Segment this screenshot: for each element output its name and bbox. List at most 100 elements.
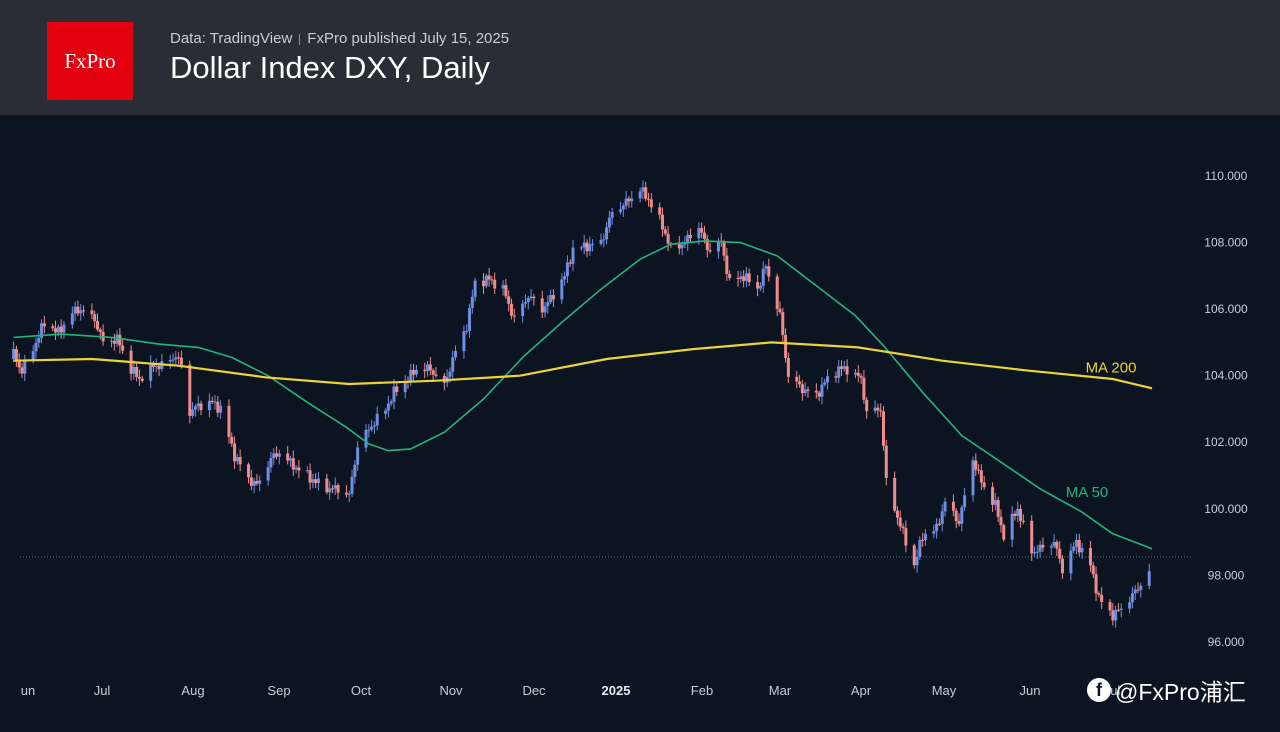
candle-up <box>943 501 947 512</box>
candle-up <box>347 493 351 495</box>
candle-down <box>188 364 192 416</box>
candle-down <box>93 314 97 321</box>
x-tick-label: Jul <box>94 683 111 698</box>
candle-down <box>677 243 681 249</box>
candle-up <box>739 276 743 280</box>
candle-up <box>1072 546 1076 551</box>
candle-up <box>79 310 83 314</box>
candle-up <box>384 410 388 414</box>
candle-up <box>258 480 262 484</box>
candle-down <box>957 521 961 524</box>
candle-down <box>722 241 726 256</box>
candle-down <box>1055 541 1059 549</box>
candle-down <box>661 214 665 230</box>
x-tick-label: Oct <box>351 683 372 698</box>
candle-up <box>758 285 762 289</box>
candle-up <box>364 429 368 448</box>
candle-up <box>23 361 27 374</box>
candle-up <box>353 464 357 477</box>
candle-up <box>579 247 583 249</box>
candle-down <box>487 275 491 280</box>
candle-down <box>82 310 86 312</box>
candle-up <box>372 425 376 427</box>
candle-down <box>814 390 818 393</box>
candle-down <box>649 199 653 208</box>
candle-down <box>509 303 513 316</box>
candle-up <box>1128 602 1132 609</box>
candle-up <box>109 340 113 342</box>
candle-down <box>879 410 883 412</box>
y-tick-label: 106.000 <box>1204 302 1248 316</box>
candle-down <box>904 528 908 546</box>
candle-up <box>426 364 430 372</box>
candle-down <box>14 348 18 361</box>
candle-up <box>605 227 609 240</box>
candle-up <box>940 511 944 525</box>
candle-down <box>227 405 231 437</box>
candle-up <box>1035 551 1039 553</box>
candle-up <box>803 389 807 394</box>
candle-down <box>344 492 348 495</box>
candle-up <box>1074 539 1078 547</box>
candle-up <box>386 403 390 411</box>
candle-up <box>70 313 74 325</box>
candle-up <box>12 348 16 360</box>
candle-down <box>42 323 46 327</box>
candle-up <box>132 366 136 374</box>
x-tick-label: Dec <box>522 683 546 698</box>
candle-up <box>918 539 922 557</box>
candle-down <box>59 326 63 333</box>
candle-down <box>504 285 508 297</box>
candle-down <box>412 370 416 375</box>
candle-up <box>389 401 393 404</box>
candle-down <box>862 377 866 400</box>
candle-up <box>62 324 66 333</box>
candle-up <box>37 337 41 343</box>
candle-down <box>893 478 897 511</box>
candle-up <box>1038 544 1042 552</box>
candle-down <box>76 306 80 314</box>
y-tick-label: 102.000 <box>1204 435 1248 449</box>
candle-up <box>294 467 298 470</box>
y-tick-label: 110.000 <box>1205 169 1248 183</box>
candle-down <box>974 460 978 470</box>
candle-down <box>895 510 899 518</box>
candle-up <box>473 280 477 297</box>
candle-down <box>428 364 432 371</box>
candle-up <box>501 285 505 289</box>
ma200-line <box>13 341 1153 390</box>
x-tick-label: 2025 <box>602 683 631 698</box>
candle-up <box>468 307 472 331</box>
candle-up <box>610 211 614 218</box>
candle-up <box>174 357 178 360</box>
candle-up <box>526 298 530 302</box>
candle-up <box>272 453 276 458</box>
candle-down <box>666 233 670 244</box>
candle-down <box>121 345 125 351</box>
candle-up <box>641 187 645 192</box>
candle-down <box>568 262 572 264</box>
candle-down <box>901 526 905 529</box>
x-tick-label: May <box>932 683 957 698</box>
candle-down <box>314 479 318 484</box>
candle-down <box>1058 548 1062 559</box>
candle-down <box>51 326 55 329</box>
candle-up <box>1139 585 1143 590</box>
candle-down <box>1136 589 1140 591</box>
candle-up <box>1130 593 1134 603</box>
candle-up <box>149 362 153 381</box>
candle-down <box>54 328 58 333</box>
candle-down <box>991 487 995 505</box>
chart-header: FxPro Data: TradingView FxPro published J… <box>0 0 1280 115</box>
candle-down <box>702 232 706 240</box>
x-tick-label: Feb <box>691 683 713 698</box>
candle-down <box>840 366 844 369</box>
candle-up <box>316 478 320 484</box>
candle-up <box>154 366 158 368</box>
candle-up <box>451 357 455 372</box>
candle-up <box>1049 546 1053 548</box>
candle-down <box>98 329 102 332</box>
candle-down <box>982 482 986 488</box>
candle-down <box>775 276 779 309</box>
candle-down <box>137 376 141 379</box>
